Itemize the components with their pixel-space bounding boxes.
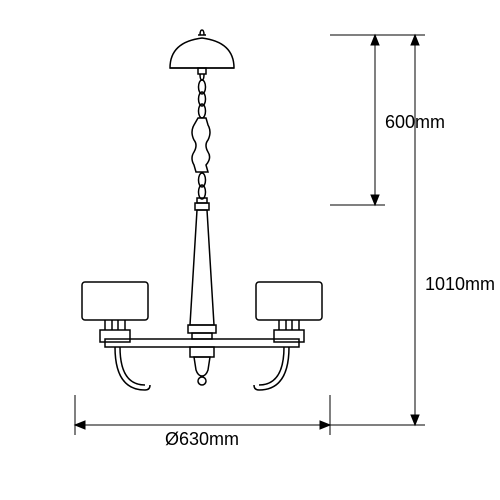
central-stem xyxy=(190,210,214,325)
chandelier-diagram: 600mm 1010mm Ø630mm xyxy=(0,0,500,500)
total-height-label: 1010mm xyxy=(425,274,495,294)
stem-top xyxy=(195,203,209,210)
chain-height-label: 600mm xyxy=(385,112,445,132)
arm-bar xyxy=(105,339,299,347)
right-shade xyxy=(256,282,322,320)
central-finial xyxy=(194,357,210,376)
decorative-ornament xyxy=(192,118,210,172)
width-label: Ø630mm xyxy=(165,429,239,449)
canopy xyxy=(170,38,234,68)
left-shade xyxy=(82,282,148,320)
